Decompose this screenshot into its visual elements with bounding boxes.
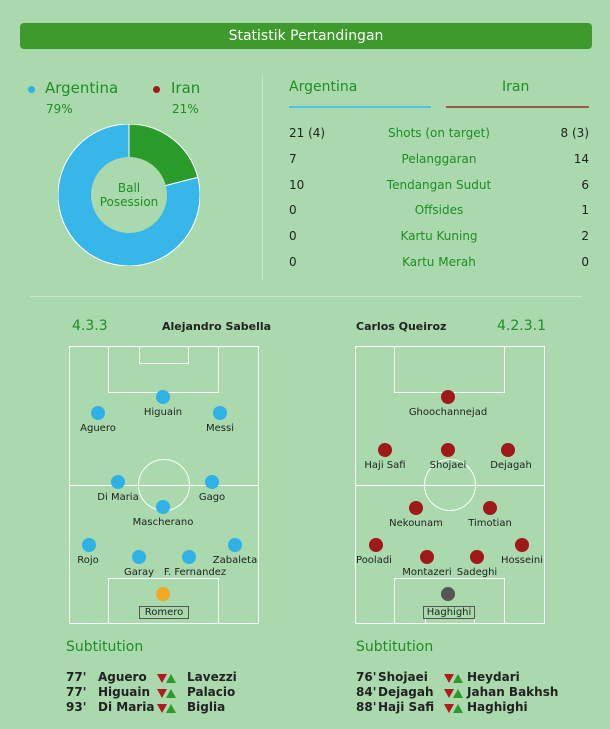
player-name: Sadeghi [456,567,498,578]
page-title: Statistik Pertandingan [20,23,592,49]
home-subs-title: Subtitution [66,639,144,655]
stat-label: Pelanggaran [401,152,477,166]
away-pitch [355,346,545,624]
sub-in: Haghighi [467,700,528,714]
player-name: Garay [123,567,155,578]
legend-away-pct: 21% [172,102,199,116]
player-name: Mascherano [132,517,194,528]
sub-minute: 84' [356,685,377,699]
stat-row: 0 Kartu Kuning 2 [289,229,589,245]
player-name: Zabaleta [212,555,258,566]
player-name: Higuain [143,407,183,418]
sub-minute: 76' [356,670,377,684]
player-name: Gago [198,492,226,503]
stats-away-team: Iran [502,79,530,95]
stat-label: Shots (on target) [388,126,490,140]
sub-row: 76' Shojaei Heydari [356,670,596,685]
sub-in: Biglia [187,700,226,714]
stat-away: 14 [573,152,589,166]
legend-home-name: Argentina [45,79,119,97]
stat-away: 2 [581,229,589,243]
team-dot-home [28,86,35,93]
stat-home: 7 [289,152,297,166]
player-name: Shojaei [429,460,467,471]
sub-in: Jahan Bakhsh [467,685,559,699]
stat-away: 6 [581,178,589,192]
stat-away: 1 [581,203,589,217]
stat-away: 8 (3) [560,126,589,140]
sub-in: Palacio [187,685,236,699]
sub-minute: 93' [66,700,87,714]
sub-row: 84' Dejagah Jahan Bakhsh [356,685,596,700]
player-name: Hosseini [500,555,544,566]
stat-home: 10 [289,178,305,192]
sub-row: 77' Higuain Palacio [66,685,266,700]
player-name: Rojo [77,555,99,566]
sub-out: Haji Safi [378,700,435,714]
stat-label: Tendangan Sudut [386,178,492,192]
sub-minute: 77' [66,685,87,699]
stat-row: 0 Kartu Merah 0 [289,255,589,271]
donut-label: Ball Posession [99,181,159,209]
stat-home: 0 [289,203,297,217]
stat-row: 7 Pelanggaran 14 [289,152,589,168]
away-subs-title: Subtitution [356,639,434,655]
legend-away-name: Iran [171,79,201,97]
player-name: Montazeri [402,567,452,578]
player-name: Nekounam [389,518,443,529]
stat-row: 0 Offsides 1 [289,203,589,219]
sub-row: 93' Di Maria Biglia [66,700,266,715]
sub-out: Aguero [98,670,147,684]
stats-home-team: Argentina [289,79,358,95]
player-name: Pooladi [356,555,392,566]
divider-vertical [262,75,263,280]
player-name: F. Fernandez [163,567,227,578]
swap-icon [157,703,176,713]
swap-icon [444,688,463,698]
stat-label: Kartu Merah [402,255,476,269]
sub-out: Higuain [98,685,151,699]
player-name: Timotian [468,518,512,529]
sub-minute: 88' [356,700,377,714]
swap-icon [444,703,463,713]
stats-away-bar [446,106,589,108]
sub-row: 77' Aguero Lavezzi [66,670,266,685]
sub-out: Di Maria [98,700,155,714]
swap-icon [157,673,176,683]
possession-donut [58,124,200,266]
stat-label: Kartu Kuning [400,229,478,243]
divider-horizontal [30,296,582,297]
player-name: Messi [206,423,234,434]
home-formation: 4.3.3 [72,318,108,334]
stat-away: 0 [581,255,589,269]
player-name: Di Maria [97,492,139,503]
sub-in: Lavezzi [187,670,237,684]
swap-icon [444,673,463,683]
team-dot-away [153,86,160,93]
swap-icon [157,688,176,698]
player-name: Romero [139,606,189,619]
stat-row: 21 (4) Shots (on target) 8 (3) [289,126,589,142]
legend-home-pct: 79% [46,102,73,116]
stat-home: 0 [289,255,297,269]
sub-row: 88' Haji Safi Haghighi [356,700,596,715]
stat-home: 21 (4) [289,126,326,140]
home-pitch [69,346,259,624]
player-name: Dejagah [490,460,532,471]
stat-label: Offsides [414,203,464,217]
sub-out: Dejagah [378,685,434,699]
sub-in: Heydari [467,670,520,684]
player-name: Haghighi [423,606,475,619]
away-coach: Carlos Queiroz [356,320,447,333]
stat-home: 0 [289,229,297,243]
player-name: Aguero [80,423,116,434]
away-formation: 4.2.3.1 [497,318,546,334]
player-name: Haji Safi [364,460,406,471]
sub-minute: 77' [66,670,87,684]
home-coach: Alejandro Sabella [162,320,272,333]
stats-home-bar [289,106,431,108]
player-name: Ghoochannejad [408,407,488,418]
sub-out: Shojaei [378,670,428,684]
stat-row: 10 Tendangan Sudut 6 [289,178,589,194]
